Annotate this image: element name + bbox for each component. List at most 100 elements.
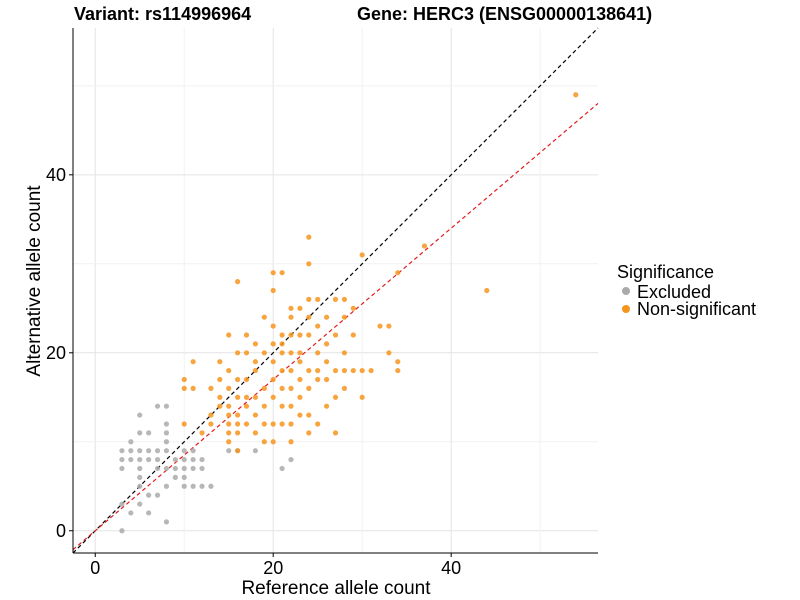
- point-non-significant: [270, 376, 276, 383]
- point-non-significant: [315, 376, 321, 383]
- point-excluded: [137, 430, 143, 436]
- point-non-significant: [243, 403, 250, 409]
- point-excluded: [146, 492, 152, 498]
- point-non-significant: [261, 439, 267, 445]
- point-excluded: [137, 412, 143, 418]
- point-non-significant: [332, 394, 339, 400]
- point-non-significant: [243, 394, 250, 400]
- point-non-significant: [235, 279, 241, 285]
- point-non-significant: [306, 296, 312, 302]
- point-non-significant: [297, 332, 303, 338]
- point-non-significant: [181, 421, 187, 427]
- point-excluded: [146, 430, 152, 436]
- point-non-significant: [288, 305, 294, 311]
- y-tick-label: 40: [46, 165, 66, 185]
- point-excluded: [146, 456, 152, 463]
- point-excluded: [119, 456, 125, 463]
- point-non-significant: [279, 270, 285, 276]
- point-excluded: [128, 439, 134, 445]
- point-non-significant: [306, 261, 312, 267]
- legend-label-non-significant: Non-significant: [637, 299, 756, 319]
- point-excluded: [190, 448, 196, 454]
- point-excluded: [181, 483, 187, 489]
- point-non-significant: [315, 323, 321, 329]
- point-excluded: [137, 456, 143, 463]
- point-excluded: [172, 474, 178, 480]
- point-non-significant: [297, 376, 303, 383]
- point-excluded: [190, 465, 196, 472]
- point-non-significant: [217, 394, 223, 400]
- point-non-significant: [350, 332, 356, 338]
- point-non-significant: [341, 350, 347, 356]
- point-non-significant: [395, 367, 401, 374]
- point-non-significant: [270, 287, 276, 294]
- point-non-significant: [341, 385, 347, 391]
- point-non-significant: [306, 234, 312, 240]
- point-non-significant: [297, 412, 303, 418]
- point-non-significant: [350, 367, 356, 374]
- point-non-significant: [324, 376, 330, 383]
- point-excluded: [154, 448, 161, 454]
- point-non-significant: [386, 323, 392, 329]
- point-non-significant: [324, 341, 330, 347]
- point-excluded: [137, 501, 143, 507]
- y-tick-label: 0: [56, 521, 66, 541]
- point-non-significant: [243, 350, 250, 356]
- point-excluded: [252, 448, 259, 454]
- point-excluded: [119, 465, 125, 472]
- point-non-significant: [226, 332, 232, 338]
- point-excluded: [163, 465, 170, 472]
- point-non-significant: [252, 359, 259, 365]
- point-excluded: [163, 439, 170, 445]
- point-non-significant: [306, 332, 312, 338]
- y-axis-title: Alternative allele count: [24, 185, 45, 377]
- point-non-significant: [226, 439, 232, 445]
- point-non-significant: [288, 367, 294, 374]
- point-excluded: [163, 421, 170, 427]
- point-non-significant: [199, 430, 205, 436]
- point-non-significant: [226, 412, 232, 418]
- point-non-significant: [226, 367, 232, 374]
- point-non-significant: [279, 341, 285, 347]
- point-non-significant: [252, 341, 259, 347]
- point-non-significant: [261, 403, 267, 409]
- point-non-significant: [288, 421, 294, 427]
- point-non-significant: [270, 341, 276, 347]
- point-non-significant: [306, 314, 312, 320]
- point-excluded: [226, 448, 232, 454]
- point-non-significant: [270, 421, 276, 427]
- point-non-significant: [332, 296, 339, 302]
- point-non-significant: [386, 350, 392, 356]
- data-points: [119, 92, 579, 534]
- point-non-significant: [235, 394, 241, 400]
- point-non-significant: [288, 350, 294, 356]
- point-non-significant: [226, 421, 232, 427]
- point-non-significant: [306, 367, 312, 374]
- x-tick-label: 20: [263, 558, 283, 578]
- point-non-significant: [341, 296, 347, 302]
- point-non-significant: [315, 367, 321, 374]
- point-non-significant: [359, 252, 365, 258]
- point-excluded: [199, 483, 205, 489]
- point-non-significant: [235, 448, 241, 454]
- x-tick-label: 40: [441, 558, 461, 578]
- point-non-significant: [279, 403, 285, 409]
- point-non-significant: [297, 305, 303, 311]
- point-non-significant: [324, 403, 330, 409]
- x-tick-label: 0: [90, 558, 100, 578]
- point-excluded: [163, 483, 170, 489]
- title-gene: Gene: HERC3 (ENSG00000138641): [357, 4, 652, 24]
- point-non-significant: [226, 385, 232, 391]
- point-non-significant: [190, 359, 196, 365]
- point-non-significant: [395, 270, 401, 276]
- x-axis-title: Reference allele count: [241, 578, 431, 599]
- point-non-significant: [270, 359, 276, 365]
- point-non-significant: [341, 314, 347, 320]
- point-non-significant: [279, 332, 285, 338]
- point-excluded: [128, 456, 134, 463]
- point-non-significant: [217, 403, 223, 409]
- point-excluded: [128, 510, 134, 516]
- legend: Significance Excluded Non-significant: [617, 262, 756, 319]
- point-excluded: [181, 474, 187, 480]
